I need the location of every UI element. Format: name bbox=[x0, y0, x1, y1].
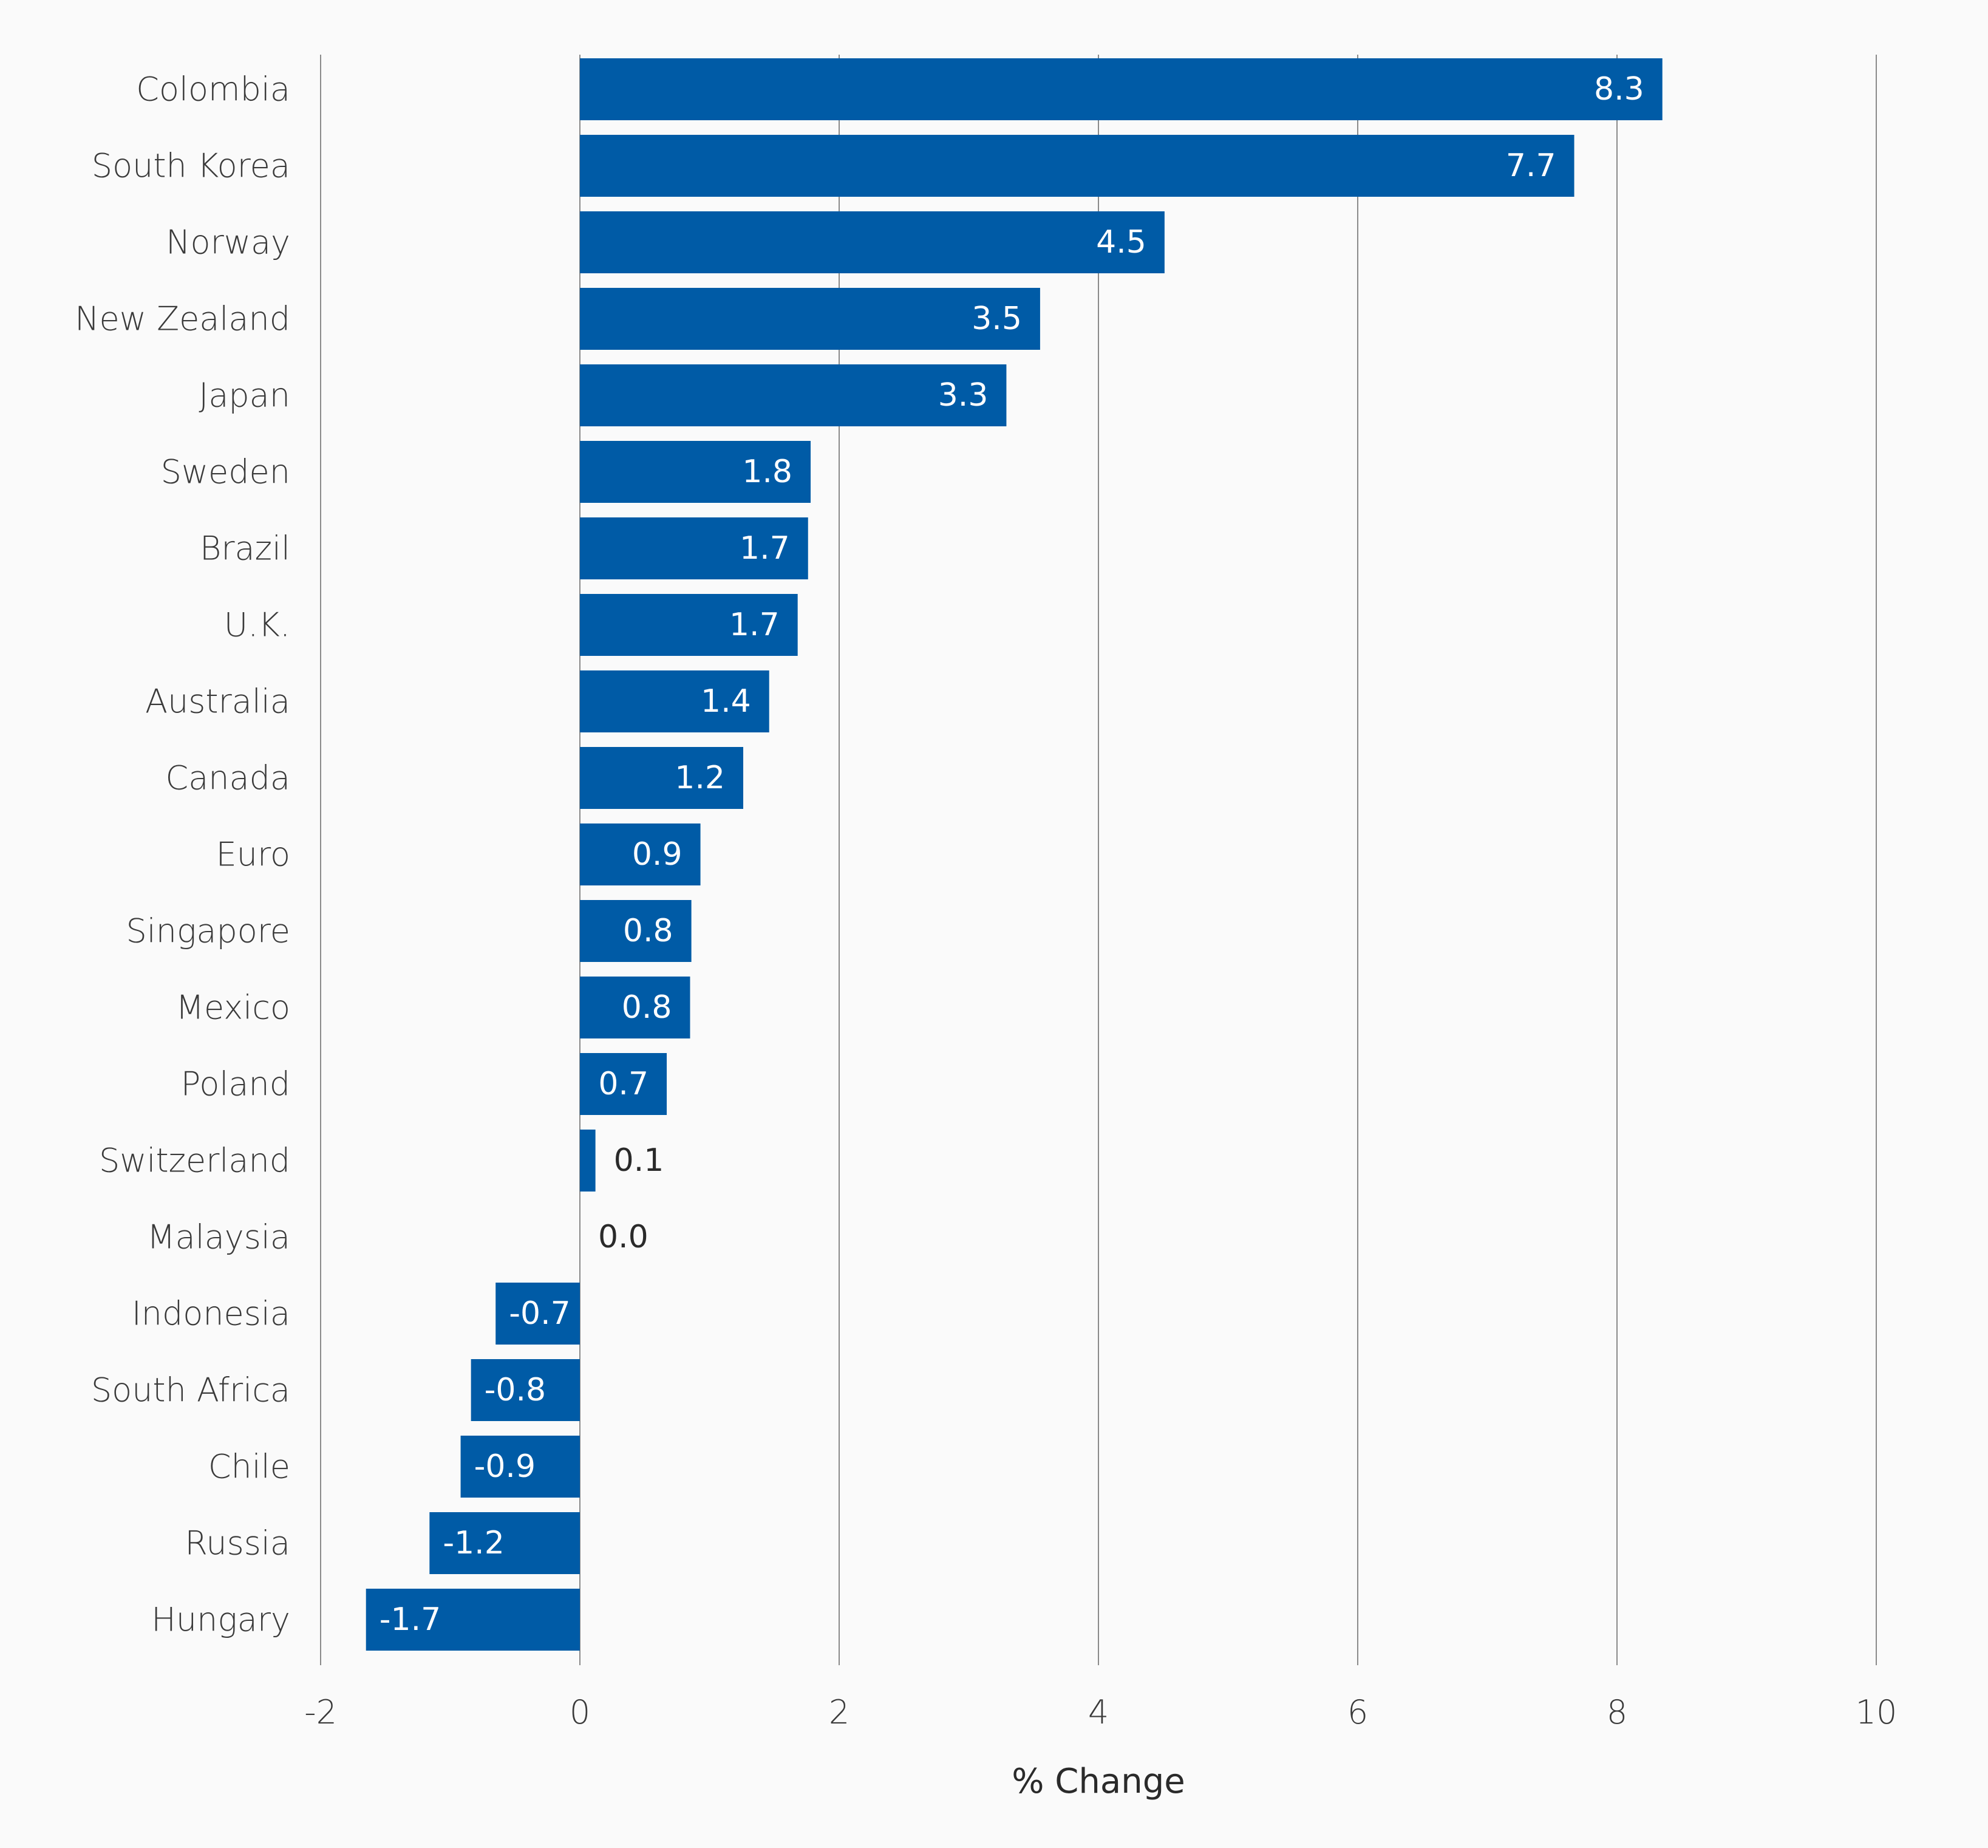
category-label: Brazil bbox=[200, 530, 290, 568]
category-label: Poland bbox=[181, 1065, 290, 1103]
data-label: 0.8 bbox=[623, 913, 673, 949]
category-label: Indonesia bbox=[132, 1295, 290, 1333]
category-labels: Colombia South Korea Norway New Zealand Japa… bbox=[75, 70, 290, 1639]
data-label: 1.7 bbox=[729, 607, 780, 643]
data-label: 0.8 bbox=[622, 989, 672, 1026]
category-label: Hungary bbox=[151, 1601, 290, 1639]
category-label: Singapore bbox=[126, 912, 290, 950]
category-label: Canada bbox=[166, 759, 290, 797]
category-label: Colombia bbox=[136, 70, 290, 109]
bar bbox=[495, 1283, 580, 1345]
data-label: 3.5 bbox=[972, 301, 1022, 337]
data-label: 8.3 bbox=[1594, 71, 1644, 107]
data-label: 1.2 bbox=[675, 760, 725, 796]
data-label: -0.7 bbox=[509, 1295, 570, 1332]
bar bbox=[580, 747, 744, 809]
bar bbox=[580, 1130, 596, 1192]
bars bbox=[366, 58, 1663, 1651]
bar bbox=[580, 977, 690, 1038]
category-label: South Korea bbox=[92, 147, 290, 185]
x-tick-label: -2 bbox=[304, 1693, 337, 1731]
category-label: Switzerland bbox=[99, 1142, 290, 1180]
x-axis-title: % Change bbox=[1012, 1762, 1185, 1801]
category-label: South Africa bbox=[91, 1371, 290, 1410]
bar bbox=[580, 58, 1663, 120]
gridlines bbox=[320, 55, 1877, 1665]
data-label: 1.4 bbox=[701, 683, 751, 720]
bar bbox=[580, 211, 1165, 273]
category-label: Russia bbox=[185, 1524, 290, 1563]
value-labels: 8.3 7.7 4.5 3.5 3.3 1.8 1.7 1.7 1.4 1.2 0.9 0.8 0.8 0… bbox=[380, 71, 1644, 1638]
data-label: 1.7 bbox=[740, 530, 790, 567]
bar bbox=[471, 1359, 580, 1421]
x-tick-label: 10 bbox=[1856, 1693, 1898, 1731]
category-label: Euro bbox=[216, 836, 290, 874]
bar bbox=[580, 900, 692, 962]
bar bbox=[366, 1589, 580, 1651]
x-tick-label: 2 bbox=[829, 1693, 849, 1731]
bar bbox=[580, 441, 811, 503]
data-label: 1.8 bbox=[742, 454, 792, 490]
data-label: 4.5 bbox=[1096, 224, 1146, 261]
data-label: 0.1 bbox=[614, 1142, 664, 1179]
bar bbox=[580, 594, 798, 656]
category-label: Australia bbox=[145, 683, 290, 721]
data-label: 3.3 bbox=[938, 377, 989, 414]
x-tick-label: 6 bbox=[1347, 1693, 1368, 1731]
category-label: Chile bbox=[208, 1448, 290, 1486]
data-label: -1.7 bbox=[380, 1601, 441, 1638]
data-label: 0.9 bbox=[632, 836, 683, 873]
bar bbox=[460, 1436, 580, 1498]
x-tick-label: 0 bbox=[570, 1693, 590, 1731]
category-label: Malaysia bbox=[147, 1218, 290, 1256]
bar bbox=[580, 1053, 667, 1115]
data-label: -0.9 bbox=[474, 1448, 536, 1485]
x-tick-label: 8 bbox=[1607, 1693, 1627, 1731]
category-label: Sweden bbox=[161, 453, 290, 491]
category-label: Norway bbox=[166, 223, 290, 262]
x-tick-labels: -2 0 2 4 6 8 10 bbox=[304, 1693, 1897, 1731]
data-label: 0.0 bbox=[598, 1219, 648, 1255]
bar bbox=[580, 670, 769, 732]
bar bbox=[580, 288, 1040, 350]
data-label: 0.7 bbox=[598, 1066, 648, 1102]
category-label: New Zealand bbox=[75, 300, 290, 338]
category-label: U.K. bbox=[224, 606, 290, 644]
bar bbox=[580, 364, 1007, 426]
category-label: Mexico bbox=[175, 989, 290, 1027]
data-label: -1.2 bbox=[443, 1525, 504, 1561]
category-label: Japan bbox=[199, 377, 290, 415]
data-label: -0.8 bbox=[485, 1372, 546, 1408]
bar bbox=[580, 517, 808, 579]
bar bbox=[580, 823, 701, 885]
data-label: 7.7 bbox=[1506, 148, 1556, 184]
bar bbox=[429, 1512, 580, 1574]
bar bbox=[580, 135, 1574, 197]
x-tick-label: 4 bbox=[1088, 1693, 1109, 1731]
